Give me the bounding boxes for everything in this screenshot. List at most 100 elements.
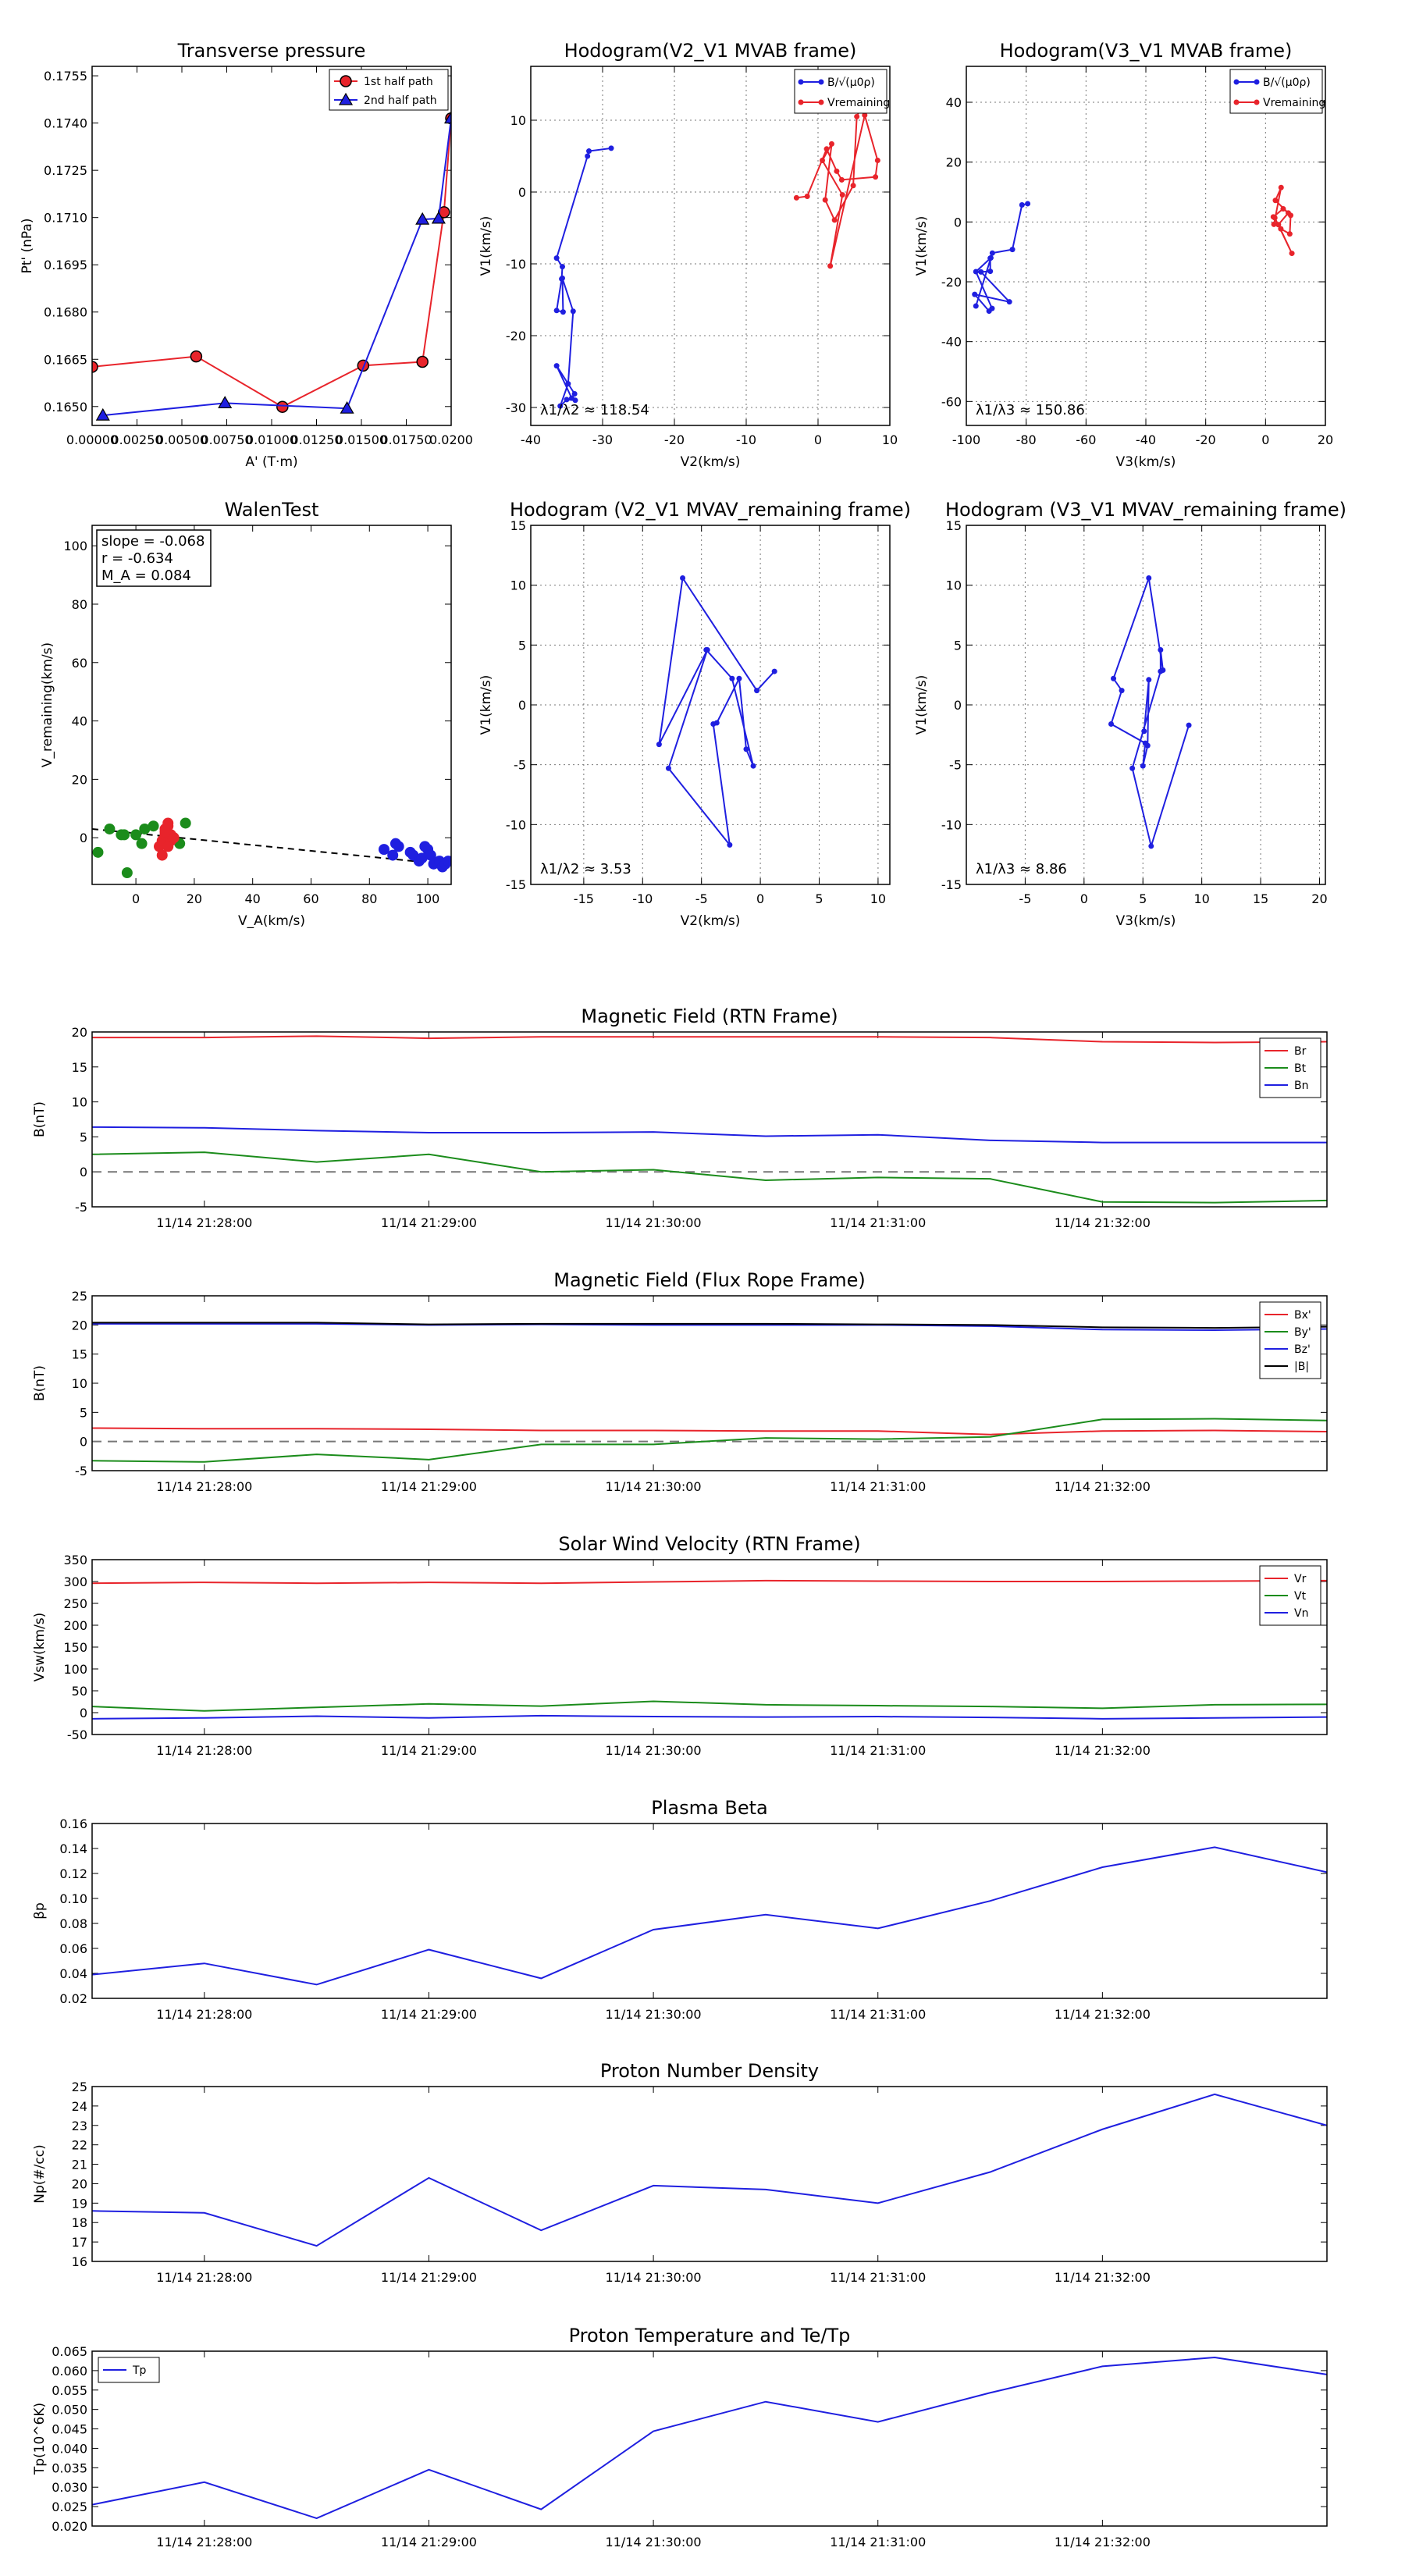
x-tick-label: 11/14 21:28:00 <box>156 2535 252 2549</box>
data-point <box>559 275 565 281</box>
plot-frame <box>966 66 1326 426</box>
data-point <box>571 391 578 397</box>
chart-tp: Proton Temperature and Te/Tp 0.020 0.025 0.… <box>32 2325 1328 2549</box>
legend: Bx' By' Bz' |B| <box>1259 1301 1321 1379</box>
plot-frame <box>530 525 891 885</box>
plot-area <box>553 86 880 409</box>
legend-marker <box>818 99 824 105</box>
data-point <box>431 211 446 224</box>
y-tick-label: 0.06 <box>59 1941 87 1956</box>
y-tick-label: 15 <box>72 1060 87 1075</box>
plot-frame <box>91 1823 1328 1999</box>
series-by <box>92 1418 1327 1463</box>
x-tick-label: 0.00500 <box>156 432 208 447</box>
data-point <box>443 111 451 124</box>
x-tick-label: 0.0200 <box>429 432 473 447</box>
data-point <box>804 194 810 200</box>
y-tick-label: 350 <box>63 1553 87 1567</box>
chart-hodo3: Hodogram (V2_V1 MVAV_remaining frame) -15… <box>478 499 911 929</box>
data-point <box>585 153 591 159</box>
y-tick-label: 40 <box>72 714 87 729</box>
y-tick-label: 0.1740 <box>44 116 87 131</box>
chart-title: Transverse pressure <box>177 40 366 62</box>
y-tick-label: 10 <box>510 578 526 593</box>
plot-area <box>92 1322 1327 1463</box>
y-tick-label: -40 <box>941 335 962 350</box>
legend-marker <box>1233 99 1240 105</box>
y-tick-label: 0 <box>518 698 526 713</box>
data-point <box>978 269 984 275</box>
plot-area <box>92 2093 1327 2247</box>
chart-title: Hodogram (V2_V1 MVAV_remaining frame) <box>510 499 911 521</box>
chart-title: WalenTest <box>225 499 319 521</box>
data-point <box>162 841 174 852</box>
x-axis-label: V_A(km/s) <box>238 913 305 929</box>
x-tick-label: -80 <box>1016 432 1037 447</box>
data-point <box>820 158 826 164</box>
legend-marker <box>340 75 352 87</box>
eigenvalue-ratio: λ1/λ2 ≈ 118.54 <box>540 402 649 418</box>
y-axis-label: V1(km/s) <box>914 216 930 276</box>
data-point <box>828 141 834 147</box>
chart-hodo1: Hodogram(V2_V1 MVAB frame) -40 -30 -20 -10 0 1… <box>478 40 898 470</box>
data-point <box>754 688 760 694</box>
stats-line: r = -0.634 <box>101 550 173 567</box>
legend-marker <box>1254 99 1260 105</box>
y-tick-label: 80 <box>72 597 87 612</box>
y-tick-label: 15 <box>510 518 526 533</box>
legend-label: Bn <box>1294 1080 1308 1092</box>
y-tick-label: -10 <box>506 817 526 832</box>
y-tick-label: 5 <box>80 1130 87 1144</box>
y-tick-label: -20 <box>941 275 962 290</box>
legend-label: Vr <box>1294 1573 1307 1585</box>
plot-frame <box>91 525 452 885</box>
y-tick-label: 0.16 <box>59 1816 87 1831</box>
legend-marker <box>798 79 804 85</box>
series-line <box>92 1035 1327 1044</box>
plot-frame <box>91 66 452 426</box>
data-point <box>729 675 735 681</box>
y-tick-label: -10 <box>506 257 526 272</box>
series-line <box>658 575 775 848</box>
plot-area <box>92 1579 1327 1720</box>
chart-bfield_rtn: Magnetic Field (RTN Frame) -5 0 5 10 15 20 11/1… <box>32 1005 1328 1230</box>
x-tick-label: 11/14 21:30:00 <box>606 2007 702 2022</box>
legend-label: 1st half path <box>364 76 433 88</box>
y-tick-label: 150 <box>63 1640 87 1655</box>
y-tick-label: 0.1710 <box>44 211 87 226</box>
y-tick-label: -5 <box>514 758 526 773</box>
series-bx <box>92 1427 1327 1436</box>
y-tick-label: 10 <box>946 578 962 593</box>
data-point <box>586 148 592 155</box>
y-tick-label: 18 <box>72 2215 87 2230</box>
data-point <box>1272 197 1279 204</box>
x-tick-label: -15 <box>574 891 594 906</box>
legend-marker <box>818 79 824 85</box>
data-point <box>665 765 671 771</box>
x-tick-label: 11/14 21:28:00 <box>156 1215 252 1230</box>
chart-pt: Transverse pressure 0.000000.002500.00500… <box>20 40 473 470</box>
x-tick-label: -40 <box>1136 432 1156 447</box>
y-tick-label: 0.020 <box>52 2519 87 2534</box>
data-point <box>340 401 354 414</box>
data-point <box>972 291 978 297</box>
x-tick-label: 0.00750 <box>201 432 252 447</box>
y-tick-label: -5 <box>75 1464 87 1478</box>
x-tick-label: 0.01250 <box>290 432 342 447</box>
legend: 1st half path 2nd half path <box>329 69 449 111</box>
y-tick-label: 250 <box>63 1596 87 1611</box>
x-tick-label: 11/14 21:29:00 <box>381 2270 477 2285</box>
data-point <box>81 803 92 814</box>
plot-frame <box>91 1295 1328 1471</box>
x-tick-label: -10 <box>632 891 653 906</box>
x-tick-label: 11/14 21:31:00 <box>830 1743 926 1758</box>
x-tick-label: 60 <box>303 891 318 906</box>
y-axis-label: Np(#/cc) <box>32 2144 48 2203</box>
series-beta <box>92 1846 1327 1986</box>
data-point <box>180 817 191 829</box>
y-tick-label: 20 <box>946 155 962 170</box>
data-point <box>750 763 756 769</box>
series-v <box>1108 575 1192 849</box>
series-vn <box>92 1714 1327 1720</box>
